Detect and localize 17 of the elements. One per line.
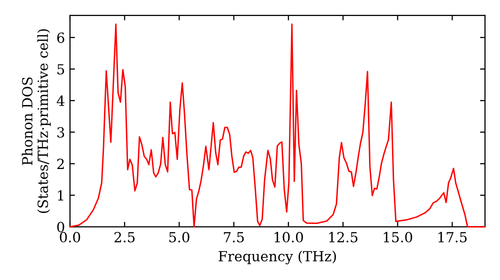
y-axis-title: Phonon DOS (States/THz·primitive cell)	[22, 29, 51, 213]
y-tick-label: 4	[56, 96, 64, 106]
y-tick-label: 3	[57, 127, 64, 138]
y-tick-label: 5	[57, 64, 64, 75]
x-tick-label: 17.5	[438, 232, 467, 242]
x-tick-label: 12.5	[329, 232, 358, 242]
x-axis-title: Frequency (THz)	[218, 250, 336, 264]
y-tick-label: 1	[58, 190, 64, 201]
y-tick-label: 6	[57, 32, 64, 43]
x-tick-label: 10.0	[274, 232, 303, 242]
y-tick-label: 2	[57, 158, 64, 169]
x-tick-label: 2.5	[114, 232, 135, 242]
y-tick-label: 0	[57, 222, 64, 232]
x-tick-label: 0.0	[60, 232, 80, 242]
x-tick-label: 5.0	[169, 232, 190, 242]
x-tick-label: 7.5	[224, 232, 244, 242]
x-tick-label: 15.0	[384, 232, 412, 242]
